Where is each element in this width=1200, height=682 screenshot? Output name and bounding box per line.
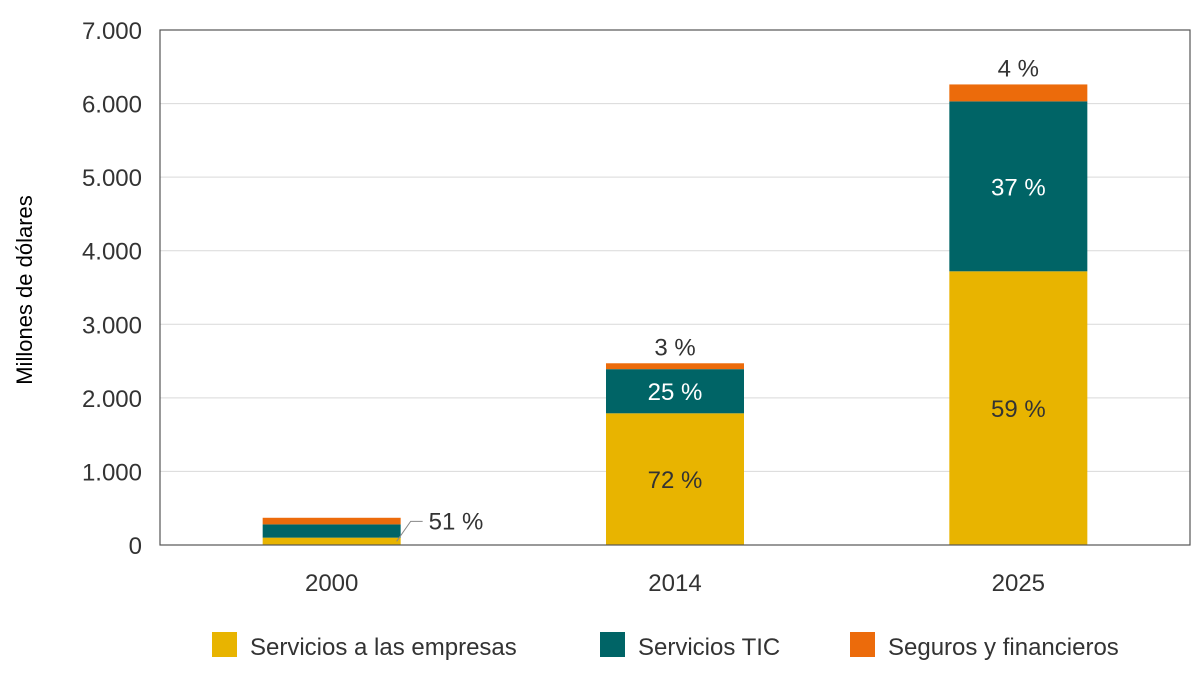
- legend-label: Seguros y financieros: [888, 634, 1119, 661]
- bar-segment: [262, 537, 401, 545]
- y-tick-label: 6.000: [82, 92, 142, 119]
- data-label: 72 %: [648, 467, 703, 494]
- bar-segment: [949, 101, 1088, 272]
- data-label: 51 %: [429, 508, 484, 535]
- legend-swatch: [212, 632, 237, 657]
- legend-swatch: [850, 632, 875, 657]
- data-label: 25 %: [648, 379, 703, 406]
- bar-segment: [949, 271, 1088, 545]
- bar-segment: [606, 413, 744, 545]
- y-tick-label: 0: [129, 533, 142, 560]
- y-tick-label: 4.000: [82, 239, 142, 266]
- legend: Servicios a las empresas Servicios TIC Seg…: [212, 632, 1119, 661]
- legend-swatch: [600, 632, 625, 657]
- x-tick-label: 2000: [305, 570, 358, 597]
- y-tick-label: 2.000: [82, 386, 142, 413]
- plot-frame: [159, 29, 1191, 546]
- legend-label: Servicios a las empresas: [250, 634, 517, 661]
- bars: [262, 84, 1088, 545]
- bar-segment: [606, 363, 744, 370]
- x-tick-label: 2025: [992, 570, 1045, 597]
- bar-segment: [262, 517, 401, 525]
- bar-segment: [606, 369, 744, 414]
- y-tick-label: 3.000: [82, 312, 142, 339]
- x-axis-ticks: 2000 2014 2025: [305, 570, 1045, 597]
- y-tick-label: 1.000: [82, 459, 142, 486]
- data-labels: 51 % 72 % 25 % 3 % 59 % 37 % 4 %: [396, 55, 1046, 542]
- legend-label: Servicios TIC: [638, 634, 780, 661]
- data-label: 59 %: [991, 396, 1046, 423]
- bar-segment: [949, 84, 1088, 102]
- x-tick-label: 2014: [648, 570, 701, 597]
- callout-line: [396, 520, 423, 542]
- y-axis-ticks: 0 1.000 2.000 3.000 4.000 5.000 6.000 7.000: [82, 18, 142, 560]
- y-tick-label: 5.000: [82, 165, 142, 192]
- y-tick-label: 7.000: [82, 18, 142, 45]
- data-label: 4 %: [998, 55, 1039, 82]
- y-axis-label: Millones de dólares: [12, 195, 37, 385]
- data-label: 3 %: [654, 334, 695, 361]
- data-label: 37 %: [991, 174, 1046, 201]
- bar-segment: [262, 524, 401, 538]
